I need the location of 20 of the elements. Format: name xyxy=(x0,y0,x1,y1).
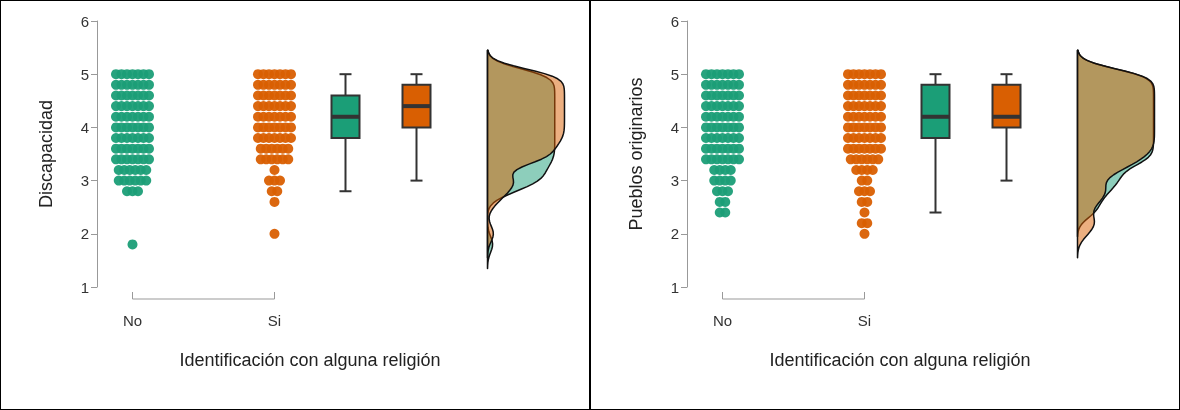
y-tick-label: 4 xyxy=(80,118,89,136)
y-tick-label: 1 xyxy=(670,278,679,296)
x-tick-label: No xyxy=(712,312,733,329)
x-axis-title: Identificación con alguna religión xyxy=(179,350,441,370)
y-tick-label: 1 xyxy=(80,278,89,296)
x-tick-label: Si xyxy=(857,312,872,329)
y-tick-label: 2 xyxy=(670,225,679,243)
y-tick-label: 4 xyxy=(670,118,679,136)
x-tick-label: Si xyxy=(267,312,282,329)
x-tick-label: No xyxy=(122,312,143,329)
y-tick-label: 3 xyxy=(80,172,89,190)
x-axis-title: Identificación con alguna religión xyxy=(769,350,1031,370)
y-axis-title: Discapacidad xyxy=(36,99,56,209)
y-tick-label: 5 xyxy=(670,65,679,83)
y-tick-label: 3 xyxy=(670,172,679,190)
y-tick-label: 6 xyxy=(80,12,89,30)
y-tick-label: 6 xyxy=(670,12,679,30)
y-tick-label: 5 xyxy=(80,65,89,83)
y-axis-title: Pueblos originarios xyxy=(626,77,646,231)
y-tick-label: 2 xyxy=(80,225,89,243)
